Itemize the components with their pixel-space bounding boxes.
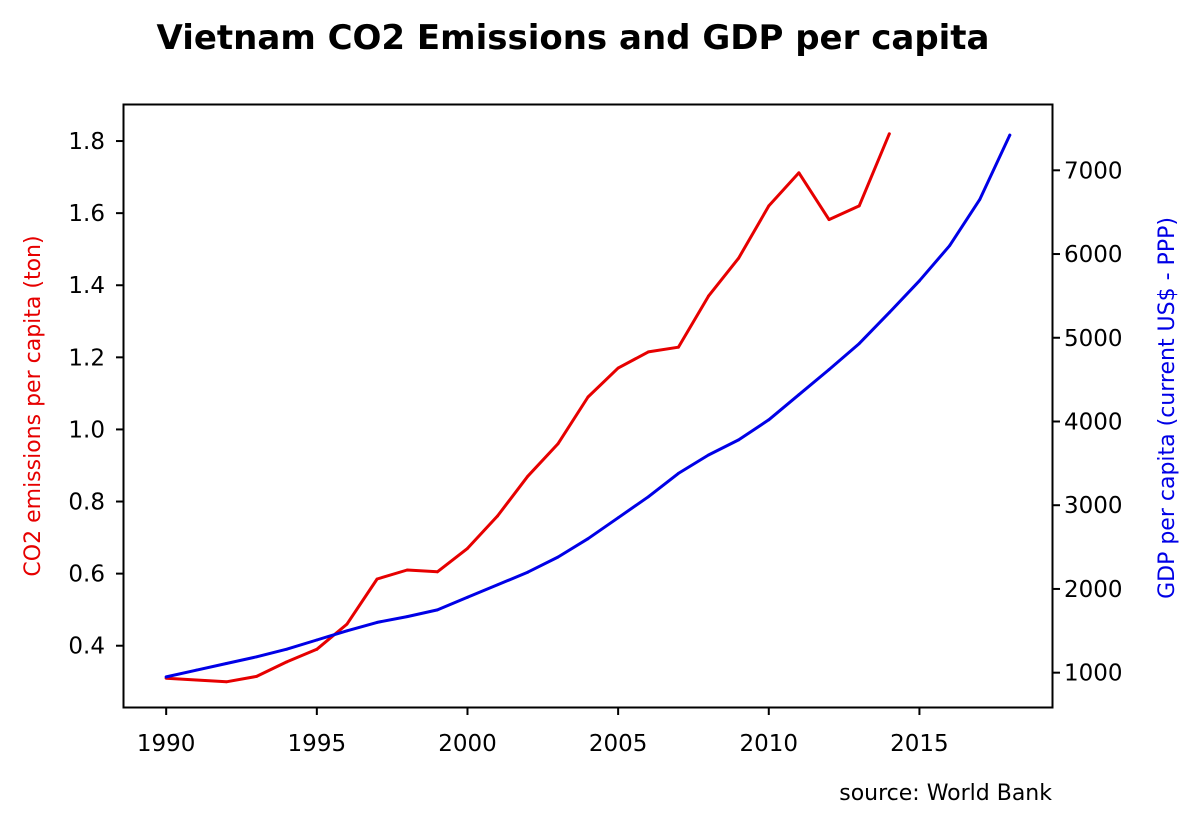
left-y-axis: 0.4 0.6 0.8 1.0 1.2 1.4 1.6 1.8: [68, 129, 124, 660]
x-tick-label: 2010: [740, 731, 799, 757]
co2-data-point: [285, 660, 289, 664]
co2-data-point: [526, 474, 530, 478]
gdp-data-point: [225, 662, 228, 665]
gdp-data-point: [466, 595, 469, 599]
co2-data-point: [857, 204, 861, 208]
right-y-tick-label: 1000: [1064, 661, 1123, 687]
x-tick-label: 2005: [589, 731, 648, 757]
gdp-data-point: [767, 418, 771, 422]
right-y-tick-label: 2000: [1064, 577, 1123, 603]
x-tick-label: 1995: [288, 731, 347, 757]
gdp-data-point: [315, 638, 319, 642]
right-y-tick-label: 7000: [1064, 158, 1123, 184]
x-tick-label: 2000: [438, 731, 497, 757]
right-y-tick-label: 3000: [1064, 493, 1123, 519]
gdp-series-line: [164, 133, 1012, 679]
gdp-data-point: [918, 279, 921, 283]
gdp-data-point: [1008, 133, 1012, 137]
co2-series-line: [164, 132, 891, 684]
right-y-tick-label: 4000: [1064, 409, 1123, 435]
gdp-data-point: [556, 555, 560, 559]
gdp-data-point: [194, 668, 198, 672]
co2-data-point: [616, 366, 620, 370]
co2-data-point: [315, 647, 319, 651]
co2-data-point: [797, 171, 801, 175]
chart-title: Vietnam CO2 Emissions and GDP per capita: [156, 18, 989, 58]
gdp-data-point: [737, 438, 741, 442]
left-axis-label: CO2 emissions per capita (ton): [21, 235, 46, 576]
x-axis: 1990 1995 2000 2005 2010 2015: [137, 707, 949, 757]
left-y-tick-label: 0.8: [68, 490, 105, 516]
co2-data-point: [435, 570, 439, 574]
gdp-data-point: [827, 368, 831, 371]
left-y-tick-label: 1.2: [68, 345, 105, 371]
gdp-data-point: [496, 583, 500, 587]
series-layer: [164, 132, 1012, 684]
gdp-data-point: [586, 537, 590, 541]
co2-data-point: [887, 132, 891, 136]
co2-data-point: [345, 622, 349, 626]
co2-data-point: [466, 546, 469, 550]
plot-frame: [122, 103, 1054, 709]
co2-data-point: [676, 345, 680, 349]
left-y-tick-label: 0.6: [68, 562, 105, 588]
gdp-data-point: [676, 472, 680, 475]
gdp-data-point: [255, 655, 258, 659]
co2-data-point: [194, 678, 198, 682]
source-note: source: World Bank: [839, 781, 1052, 806]
gdp-data-point: [375, 621, 379, 624]
co2-data-point: [737, 256, 741, 260]
gdp-data-point: [616, 516, 620, 520]
co2-data-point: [375, 577, 379, 581]
right-y-tick-label: 6000: [1064, 242, 1123, 268]
co2-data-point: [707, 294, 710, 298]
co2-data-point: [646, 350, 650, 354]
gdp-data-point: [948, 244, 951, 248]
gdp-data-point: [978, 198, 982, 202]
gdp-data-point: [405, 615, 409, 618]
co2-data-point: [496, 514, 500, 518]
left-y-tick-label: 1.8: [68, 129, 105, 155]
x-tick-label: 1990: [137, 731, 196, 757]
gdp-data-point: [164, 675, 168, 679]
right-axis-label: GDP per capita (current US$ - PPP): [1155, 217, 1180, 599]
right-y-tick-label: 5000: [1064, 326, 1123, 352]
co2-data-point: [586, 395, 590, 399]
gdp-data-point: [707, 453, 710, 457]
x-tick-label: 2015: [890, 731, 949, 757]
gdp-data-point: [285, 647, 289, 651]
co2-data-point: [225, 680, 228, 684]
co2-data-point: [556, 442, 560, 446]
gdp-data-point: [435, 608, 439, 612]
gdp-data-point: [345, 629, 349, 633]
gdp-data-point: [526, 570, 530, 574]
left-y-tick-label: 1.0: [68, 417, 105, 443]
left-y-tick-label: 1.4: [68, 273, 105, 299]
left-y-tick-label: 1.6: [68, 201, 105, 227]
left-y-tick-label: 0.4: [68, 634, 105, 660]
gdp-data-point: [887, 311, 891, 315]
co2-data-point: [405, 568, 409, 572]
gdp-data-point: [797, 393, 801, 397]
gdp-data-point: [857, 342, 861, 346]
right-y-axis: 1000 2000 3000 4000 5000 6000 7000: [1052, 158, 1123, 687]
co2-data-point: [255, 674, 258, 678]
gdp-data-point: [646, 495, 650, 499]
co2-data-point: [767, 204, 771, 208]
co2-data-point: [827, 218, 831, 222]
